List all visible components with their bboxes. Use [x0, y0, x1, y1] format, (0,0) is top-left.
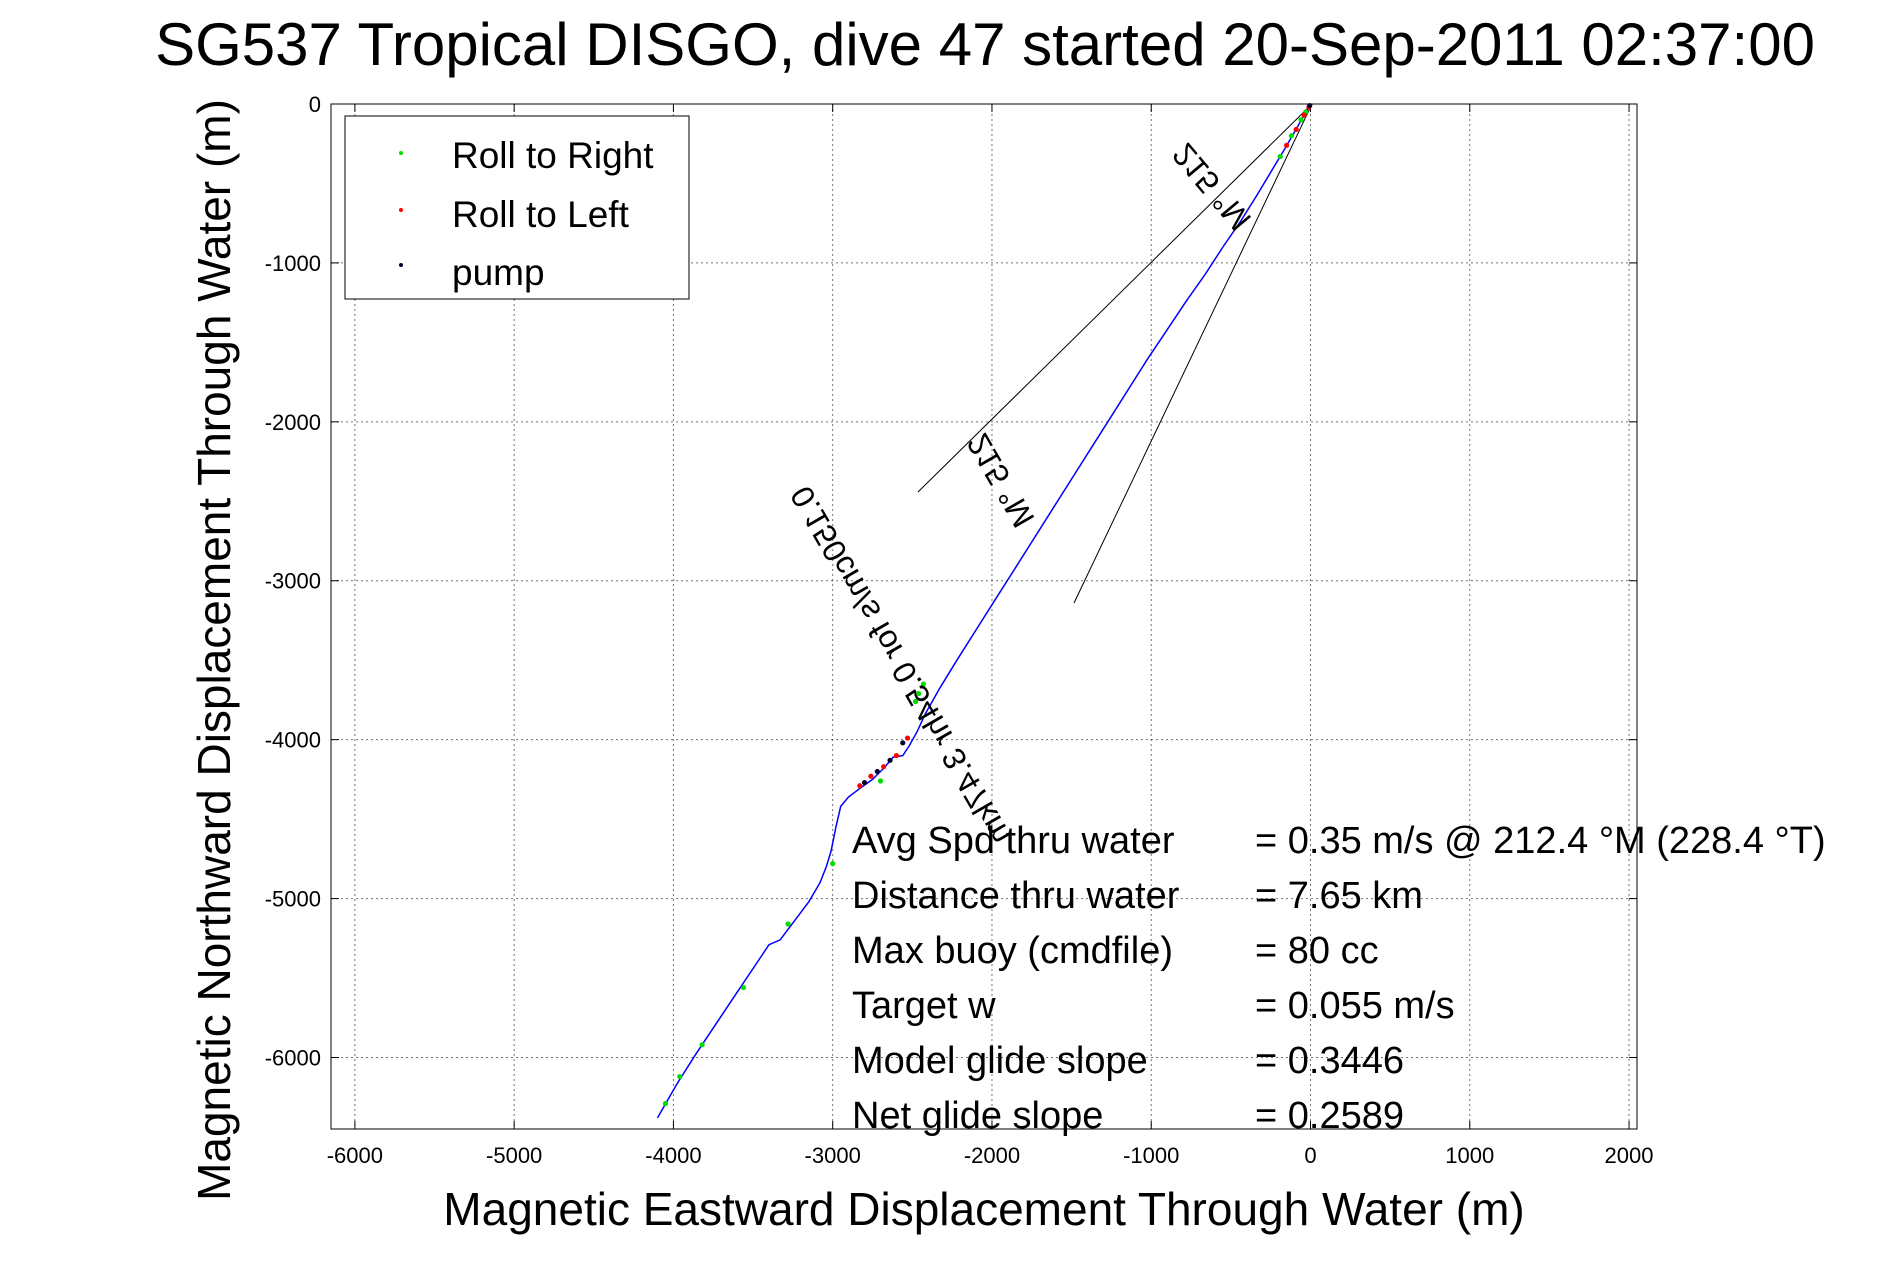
point-roll-to-left	[857, 783, 863, 789]
annotation-label: Target w	[852, 985, 996, 1027]
x-tick-label: 1000	[1445, 1143, 1494, 1168]
point-roll-to-left	[1293, 126, 1299, 133]
point-roll-to-left	[904, 735, 911, 741]
point-roll-to-left	[1284, 142, 1290, 148]
guide-line-right	[1073, 103, 1313, 604]
x-tick-label: 2000	[1605, 1143, 1654, 1168]
x-tick-label: -5000	[486, 1143, 542, 1168]
guide-line-left	[917, 103, 1313, 493]
point-roll-to-right	[877, 778, 884, 784]
legend: Roll to Right Roll to Left pump	[344, 115, 690, 300]
annotation-value: = 80 cc	[1255, 930, 1379, 972]
y-tick-label: -2000	[265, 410, 321, 435]
point-roll-to-right	[740, 984, 747, 991]
y-tick-label: -1000	[265, 251, 321, 276]
annotation-value: = 0.35 m/s @ 212.4 °M (228.4 °T)	[1255, 820, 1826, 862]
point-roll-to-left	[1301, 112, 1307, 118]
point-roll-to-right	[662, 1100, 669, 1107]
y-tick-label: 0	[309, 92, 321, 117]
heading-guide-lines	[917, 103, 1313, 604]
y-axis-label: Magnetic Northward Displacement Through …	[188, 99, 240, 1201]
annotation-label: Model glide slope	[852, 1040, 1148, 1082]
point-pump	[861, 779, 868, 786]
annotation-value: = 0.2589	[1255, 1095, 1404, 1137]
annotation-label: Avg Spd thru water	[852, 820, 1175, 862]
y-tick-label: -4000	[265, 728, 321, 753]
annotation-label: Net glide slope	[852, 1095, 1103, 1137]
x-tick-label: -6000	[327, 1143, 383, 1168]
point-pump	[1307, 102, 1313, 109]
point-pump	[887, 757, 893, 763]
point-roll-to-right	[785, 921, 791, 927]
x-axis-label: Magnetic Eastward Displacement Through W…	[443, 1183, 1524, 1235]
chart-title: SG537 Tropical DISGO, dive 47 started 20…	[155, 11, 1815, 78]
point-pump	[874, 768, 880, 775]
series-layer	[656, 102, 1313, 1119]
annotation-label: Distance thru water	[852, 875, 1180, 917]
legend-marker-pump	[399, 263, 403, 267]
annotation-label: Max buoy (cmdfile)	[852, 930, 1173, 972]
x-tick-label: 0	[1304, 1143, 1316, 1168]
point-roll-to-left	[868, 773, 874, 779]
y-tick-label: -6000	[265, 1045, 321, 1070]
point-roll-to-right	[1298, 117, 1304, 123]
legend-marker-roll-left	[399, 208, 403, 212]
point-roll-to-right	[830, 861, 836, 867]
point-roll-to-right	[920, 681, 927, 687]
x-tick-label: -1000	[1123, 1143, 1179, 1168]
point-roll-to-right	[699, 1042, 705, 1048]
point-roll-to-right	[916, 690, 922, 697]
point-roll-to-left	[881, 764, 887, 770]
point-pump	[900, 740, 906, 746]
annotation-value: = 0.3446	[1255, 1040, 1404, 1082]
x-tick-label: -3000	[805, 1143, 861, 1168]
point-roll-to-left	[893, 752, 900, 759]
legend-box	[344, 115, 690, 300]
point-roll-to-right	[677, 1073, 683, 1080]
y-tick-label: -5000	[265, 887, 321, 912]
annotation-value: = 0.055 m/s	[1255, 985, 1455, 1027]
x-tick-label: -4000	[645, 1143, 701, 1168]
x-tick-label: -2000	[964, 1143, 1020, 1168]
legend-label-roll-left: Roll to Left	[452, 194, 630, 235]
annotation-value: = 7.65 km	[1255, 875, 1423, 917]
legend-marker-roll-right	[399, 151, 403, 155]
axis-ticks: -6000 -5000 -4000 -3000 -2000 -1000 0 1000 2000 0…	[265, 92, 1654, 1168]
point-roll-to-right	[1288, 133, 1294, 139]
legend-label-pump: pump	[452, 252, 545, 293]
y-tick-label: -3000	[265, 569, 321, 594]
legend-label-roll-right: Roll to Right	[452, 135, 654, 176]
point-roll-to-right	[912, 698, 919, 705]
series-line-track	[656, 103, 1312, 1119]
stats-annotations: Avg Spd thru water = 0.35 m/s @ 212.4 °M…	[852, 820, 1826, 1137]
point-roll-to-right	[1277, 153, 1283, 160]
